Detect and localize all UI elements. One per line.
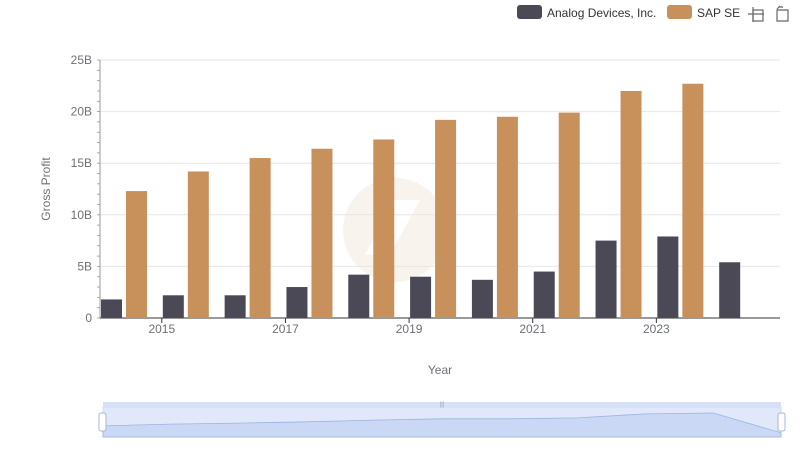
legend-label: Analog Devices, Inc. (547, 6, 656, 20)
bar-analog-devices-2024 (719, 262, 741, 318)
zoom-icon[interactable] (748, 7, 764, 22)
bars (101, 83, 741, 319)
x-tick-label: 2023 (643, 322, 670, 336)
y-axis-title: Gross Profit (39, 157, 53, 221)
toolbox (748, 5, 789, 22)
data-zoom-handle-end[interactable] (777, 412, 786, 432)
axes: 0 5B 10B 15B 20B 25B Gross Profit Year 2015 2017 2… (39, 53, 780, 377)
x-tick-label: 2017 (272, 322, 299, 336)
y-tick-label: 0 (85, 311, 92, 325)
data-zoom-preview-area (102, 412, 782, 438)
bar-analog-devices-2022 (595, 240, 617, 318)
y-tick-label: 25B (71, 53, 92, 67)
x-tick-label: 2021 (519, 322, 546, 336)
data-zoom-handle-start[interactable] (98, 412, 107, 432)
bar-sap-se-2014 (126, 191, 147, 318)
bar-analog-devices-2023 (657, 236, 679, 318)
bar-sap-se-2023 (682, 83, 704, 319)
y-tick-label: 20B (71, 105, 92, 119)
y-tick-label: 5B (77, 259, 92, 273)
bar-sap-se-2017 (311, 148, 333, 318)
bar-analog-devices-2019 (410, 276, 432, 318)
y-tick-label: 10B (71, 208, 92, 222)
bar-analog-devices-2014 (101, 299, 122, 318)
bar-sap-se-2021 (558, 112, 580, 318)
restore-icon-box (776, 9, 789, 22)
legend-item-sap-se[interactable]: SAP SE (667, 5, 740, 20)
bar-sap-se-2020 (496, 116, 518, 318)
bar-analog-devices-2021 (533, 271, 555, 318)
bar-analog-devices-2015 (162, 295, 184, 318)
data-zoom-slider[interactable]: ||| (98, 402, 786, 438)
bar-analog-devices-2016 (224, 295, 246, 318)
x-tick-label: 2019 (396, 322, 423, 336)
zoom-icon-box (752, 9, 764, 22)
data-zoom-top-bar[interactable] (103, 402, 781, 407)
legend-label: SAP SE (697, 6, 740, 20)
bar-analog-devices-2018 (348, 274, 370, 318)
restore-icon-arrow (776, 5, 783, 10)
legend-swatch (517, 5, 542, 19)
x-tick-label: 2015 (148, 322, 175, 336)
legend: Analog Devices, Inc. SAP SE (517, 5, 740, 20)
data-zoom-grip-icon: ||| (440, 402, 445, 408)
bar-sap-se-2022 (620, 90, 642, 319)
bar-sap-se-2019 (435, 119, 457, 318)
x-axis-title: Year (428, 363, 452, 377)
bar-sap-se-2016 (249, 158, 271, 318)
y-tick-label: 15B (71, 156, 92, 170)
legend-swatch (667, 5, 692, 19)
legend-item-analog-devices[interactable]: Analog Devices, Inc. (517, 5, 656, 20)
restore-icon[interactable] (776, 5, 789, 22)
bar-analog-devices-2017 (286, 287, 308, 318)
bar-sap-se-2015 (187, 171, 209, 318)
bar-analog-devices-2020 (471, 279, 493, 318)
bar-sap-se-2018 (373, 139, 395, 318)
